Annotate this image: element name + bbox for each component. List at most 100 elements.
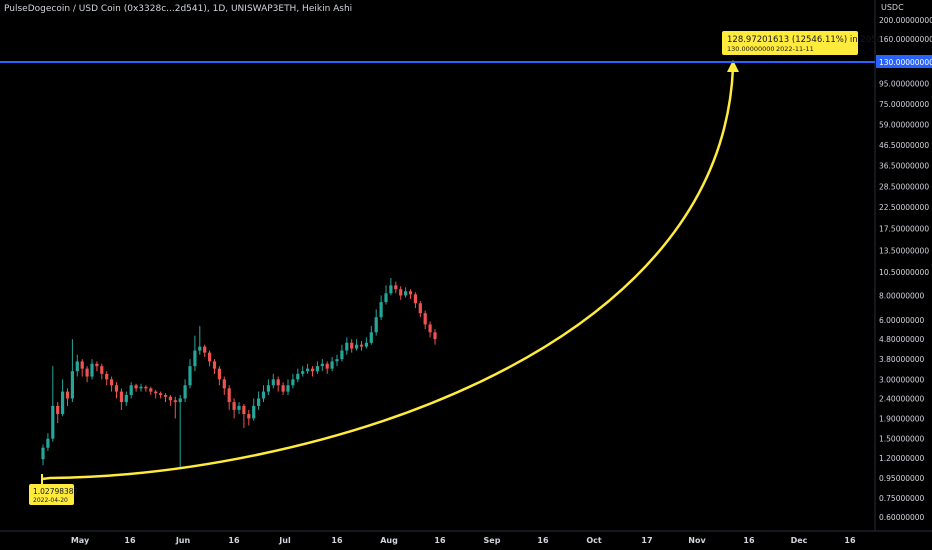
- candle-down: [154, 391, 158, 394]
- target-price-badge: [876, 55, 932, 68]
- y-tick-label: 3.80000000: [879, 355, 925, 364]
- start-callout-date: 2022-04-20: [33, 497, 68, 504]
- candle-up: [41, 447, 45, 460]
- y-tick-label: 1.20000000: [879, 454, 925, 463]
- candle-up: [188, 366, 192, 386]
- candle-down: [203, 346, 207, 353]
- y-tick-label: 6.00000000: [879, 316, 925, 325]
- candle-down: [217, 368, 221, 380]
- candle-down: [163, 394, 168, 397]
- y-tick-label: 13.50000000: [879, 247, 929, 256]
- y-tick-label: 0.75000000: [879, 494, 925, 503]
- target-price-label: 130.00000000: [879, 58, 932, 67]
- candle-up: [51, 405, 55, 439]
- candle-down: [149, 388, 153, 392]
- start-callout-price: 1.02798387: [33, 487, 79, 496]
- candle-up: [252, 405, 256, 419]
- candle-up: [369, 332, 373, 343]
- candle-down: [325, 363, 329, 369]
- candle-down: [433, 332, 437, 340]
- candle-up: [355, 344, 359, 349]
- candle-down: [159, 393, 163, 395]
- y-tick-label: 1.50000000: [879, 435, 925, 444]
- y-tick-label: 95.00000000: [879, 80, 929, 89]
- candle-down: [408, 291, 413, 295]
- candle-up: [291, 379, 295, 386]
- candle-up: [193, 350, 197, 367]
- candle-down: [242, 405, 246, 415]
- candle-down: [168, 396, 172, 401]
- x-tick-label: Jun: [175, 536, 191, 545]
- y-tick-label: 3.00000000: [879, 375, 925, 384]
- candle-down: [85, 368, 89, 377]
- candle-up: [237, 405, 241, 410]
- y-tick-label: 59.00000000: [879, 120, 929, 129]
- candle-up: [335, 359, 339, 362]
- candle-down: [276, 379, 280, 386]
- y-tick-label: 4.80000000: [879, 335, 925, 344]
- candle-up: [306, 368, 310, 372]
- end-callout-date: 2022-11-11: [776, 45, 814, 53]
- candle-up: [315, 366, 319, 372]
- y-tick-label: 0.95000000: [879, 474, 925, 483]
- candle-down: [56, 405, 60, 415]
- candle-down: [114, 385, 119, 392]
- candle-down: [119, 391, 123, 403]
- y-tick-label: 10.50000000: [879, 268, 929, 277]
- candle-down: [428, 324, 432, 333]
- y-tick-label: 46.50000000: [879, 141, 929, 150]
- candles: [41, 278, 437, 470]
- y-tick-label: 75.00000000: [879, 100, 929, 109]
- candle-down: [208, 352, 212, 362]
- currency-label: USDC: [881, 3, 904, 12]
- y-tick-label: 8.00000000: [879, 291, 925, 300]
- end-callout-change: 128.97201613 (12546.11%) in 205d: [727, 35, 882, 45]
- candle-up: [374, 317, 378, 333]
- candle-up: [389, 285, 393, 294]
- candle-down: [95, 363, 99, 367]
- x-tick-label: 16: [537, 536, 549, 545]
- candle-down: [134, 385, 138, 389]
- candle-up: [178, 398, 182, 403]
- candle-down: [173, 400, 177, 403]
- candle-down: [281, 385, 285, 392]
- candle-up: [61, 391, 65, 415]
- candle-down: [359, 344, 364, 347]
- x-tick-label: May: [71, 536, 90, 545]
- time-axis-ticks: May 16 Jun 16 Jul 16 Aug 16 Sep 16 Oct 17 Nov 16 Dec 16: [71, 536, 856, 545]
- candle-down: [105, 373, 109, 380]
- candle-up: [286, 385, 290, 392]
- start-callout: 1.02798387 2022-04-20: [29, 484, 79, 505]
- candle-up: [320, 363, 324, 367]
- candle-up: [198, 346, 202, 351]
- candle-down: [65, 391, 70, 399]
- candle-up: [261, 391, 266, 399]
- candle-down: [222, 379, 226, 389]
- x-tick-label: Jul: [278, 536, 291, 545]
- candle-down: [227, 388, 231, 403]
- y-tick-label: 2.40000000: [879, 394, 925, 403]
- candle-down: [110, 379, 114, 386]
- projection-arc[interactable]: [41, 67, 735, 481]
- candle-down: [310, 368, 315, 372]
- candle-down: [144, 386, 148, 389]
- end-callout: 128.97201613 (12546.11%) in 205d 130.000…: [722, 31, 882, 55]
- x-tick-label: Aug: [380, 536, 398, 545]
- candle-down: [232, 402, 236, 410]
- x-tick-label: Sep: [484, 536, 501, 545]
- end-callout-price: 130.00000000: [727, 45, 775, 53]
- y-tick-label: 36.50000000: [879, 162, 929, 171]
- y-tick-label: 0.60000000: [879, 513, 925, 522]
- x-tick-label: 16: [331, 536, 343, 545]
- candle-down: [394, 285, 398, 290]
- candle-up: [340, 350, 344, 360]
- x-tick-label: 16: [743, 536, 755, 545]
- chart-title: PulseDogecoin / USD Coin (0x3328c...2d54…: [4, 4, 353, 14]
- arrow-head: [727, 60, 739, 72]
- x-tick-label: Dec: [791, 536, 808, 545]
- x-tick-label: 17: [641, 536, 652, 545]
- candle-up: [296, 373, 300, 380]
- candle-up: [404, 291, 408, 296]
